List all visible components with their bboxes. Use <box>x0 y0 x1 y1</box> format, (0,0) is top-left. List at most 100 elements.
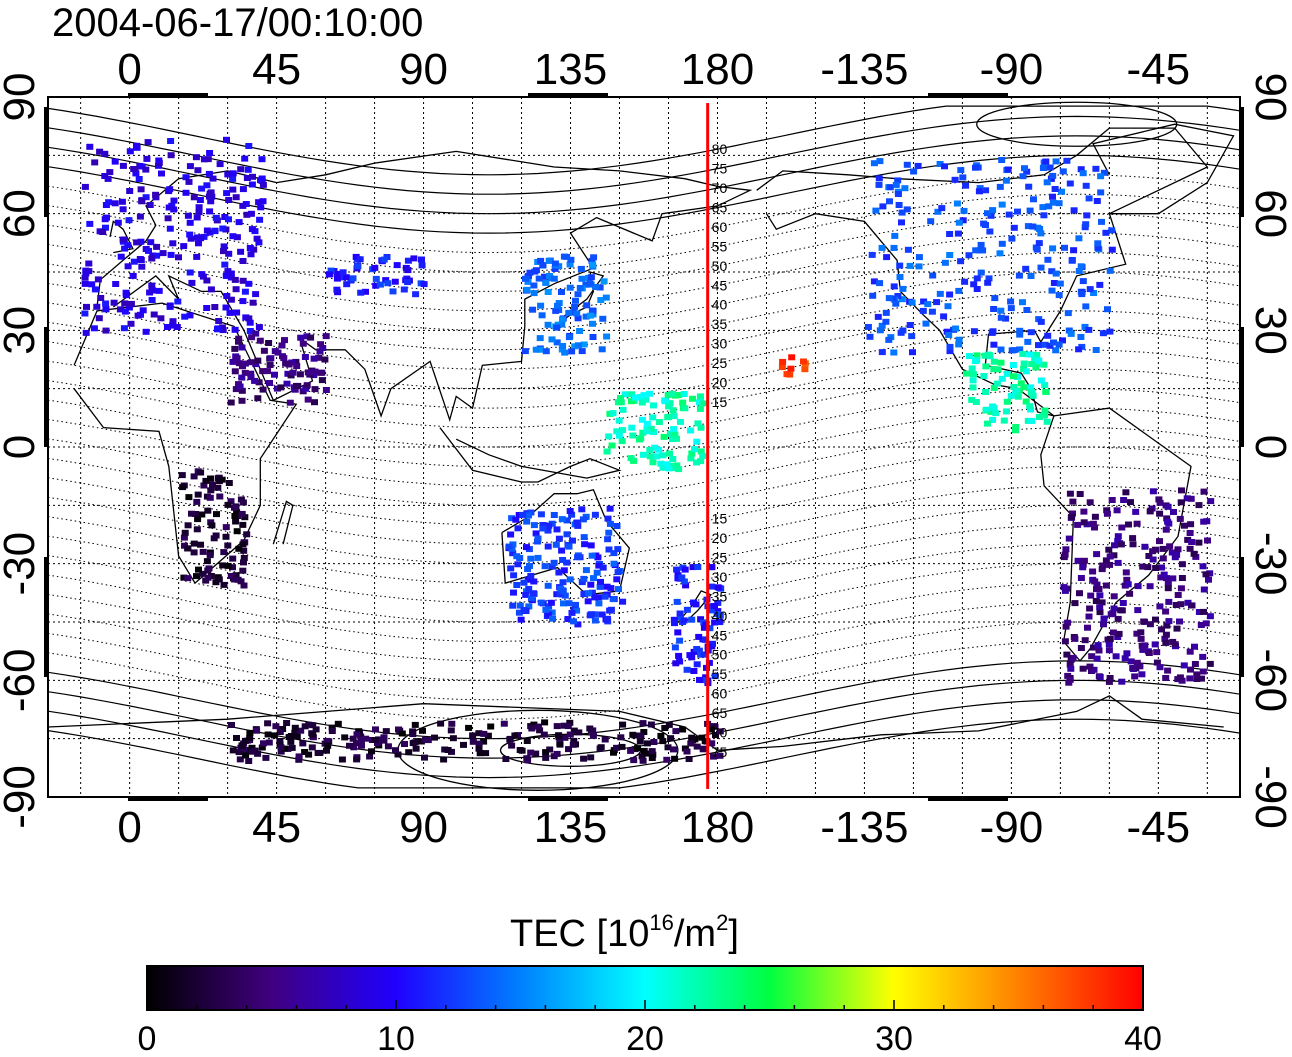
tec-pixel <box>906 322 914 328</box>
tec-pixel <box>327 267 335 274</box>
tec-pixel <box>81 183 89 190</box>
mag-contour <box>47 115 1241 195</box>
tec-pixel <box>1099 562 1107 569</box>
tec-pixel <box>697 458 705 465</box>
tec-pixel <box>1075 268 1083 274</box>
tec-pixel <box>229 175 237 182</box>
tec-pixel <box>523 544 530 551</box>
tec-pixel <box>249 299 257 306</box>
tec-pixel <box>252 361 260 368</box>
tec-pixel <box>257 204 265 211</box>
tec-pixel <box>180 574 188 581</box>
colorbar-tick-label: 20 <box>626 1020 664 1057</box>
tec-pixel <box>1049 172 1057 179</box>
tec-pixel <box>561 734 569 741</box>
tec-pixel <box>253 235 261 242</box>
tec-pixel <box>130 166 138 172</box>
tec-pixel <box>186 312 194 319</box>
tec-pixel <box>619 406 627 413</box>
tec-pixel <box>1176 618 1183 625</box>
tec-pixel <box>1096 592 1104 599</box>
tec-pixel <box>592 284 600 290</box>
tec-pixel <box>307 334 315 341</box>
tec-pixel <box>205 565 213 572</box>
tec-pixel <box>1024 223 1032 230</box>
tec-pixel <box>639 429 647 436</box>
tec-pixel <box>227 296 235 303</box>
tec-pixel <box>886 198 893 205</box>
tec-pixel <box>673 435 680 442</box>
mag-latitude-label: 60 <box>712 219 728 235</box>
tec-pixel <box>613 523 621 529</box>
tec-pixel <box>707 726 715 733</box>
tec-pixel <box>587 274 595 281</box>
tec-pixel <box>878 349 886 356</box>
tec-pixel <box>1123 650 1131 657</box>
bottom-frame-bar <box>528 796 608 801</box>
tec-pixel <box>1162 526 1170 533</box>
tec-pixel <box>1149 488 1157 495</box>
tec-pixel <box>1129 665 1137 671</box>
tec-pixel <box>561 349 569 356</box>
bottom-longitude-label: 135 <box>534 803 607 852</box>
tec-pixel <box>697 448 705 455</box>
tec-pixel <box>953 200 961 207</box>
tec-pixel <box>610 749 617 756</box>
tec-pixel <box>619 427 627 434</box>
tec-pixel <box>1045 203 1053 210</box>
tec-pixel <box>537 257 545 264</box>
tec-pixel <box>475 730 483 737</box>
tec-pixel <box>1141 543 1149 550</box>
tec-pixel <box>196 197 204 203</box>
tec-pixel <box>170 197 178 204</box>
tec-pixel <box>670 746 677 753</box>
tec-pixel <box>587 542 595 549</box>
tec-pixel <box>195 204 203 211</box>
tec-pixel <box>985 275 993 282</box>
tec-pixel <box>1188 602 1196 609</box>
mag-latitude-label: 75 <box>712 744 728 760</box>
tec-pixel <box>1044 332 1052 339</box>
tec-pixel <box>153 252 161 259</box>
tec-pixel <box>1195 609 1203 615</box>
tec-pixel <box>233 509 241 516</box>
tec-pixel <box>186 269 194 276</box>
tec-pixel <box>146 202 154 208</box>
tec-pixel <box>580 755 588 762</box>
tec-pixel <box>572 601 579 608</box>
tec-pixel <box>676 614 684 621</box>
tec-pixel <box>1037 230 1045 237</box>
tec-pixel <box>260 740 267 747</box>
tec-pixel <box>1014 373 1021 380</box>
tec-pixel <box>1003 370 1011 377</box>
tec-pixel <box>866 333 874 340</box>
tec-pixel <box>595 594 602 601</box>
tec-pixel <box>688 616 696 623</box>
tec-pixel <box>207 198 215 205</box>
tec-pixel <box>1096 604 1104 611</box>
tec-pixel <box>342 274 350 281</box>
tec-pixel <box>484 732 492 739</box>
tec-pixel <box>899 327 907 334</box>
tec-pixel <box>698 734 706 741</box>
tec-pixel <box>1040 212 1048 219</box>
tec-pixel <box>1102 229 1110 236</box>
tec-pixel <box>1200 488 1208 495</box>
tec-pixel <box>247 359 255 366</box>
tec-pixel <box>946 348 954 355</box>
tec-pixel <box>890 349 898 356</box>
tec-pixel <box>1110 593 1118 600</box>
tec-pixel <box>915 254 923 261</box>
tec-pixel <box>352 253 360 260</box>
tec-pixel <box>1158 626 1165 633</box>
tec-pixel <box>1111 542 1118 549</box>
tec-pixel <box>527 749 535 756</box>
tec-pixel <box>1114 559 1122 566</box>
tec-pixel <box>81 274 89 281</box>
tec-pixel <box>542 749 550 756</box>
tec-pixel <box>1108 227 1116 234</box>
tec-pixel <box>238 742 246 749</box>
tec-pixel <box>1198 675 1205 682</box>
tec-pixel <box>1077 575 1085 581</box>
left-latitude-label: 60 <box>0 189 44 238</box>
